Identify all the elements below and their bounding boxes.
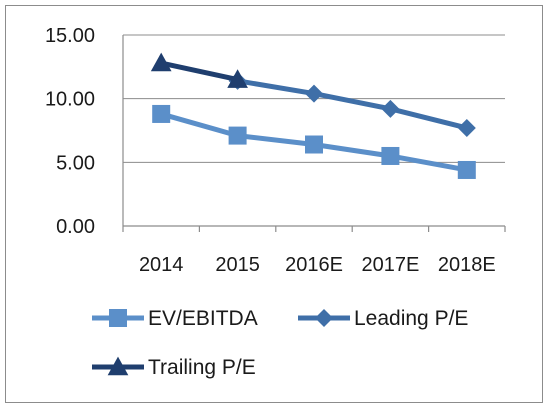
chart-frame bbox=[5, 5, 543, 403]
data-point-ev-ebitda bbox=[228, 126, 247, 145]
x-tick-label: 2017E bbox=[361, 254, 419, 276]
legend-label-leading-p-e: Leading P/E bbox=[354, 307, 468, 330]
x-tick-label: 2016E bbox=[285, 254, 343, 276]
data-point-ev-ebitda bbox=[152, 104, 171, 123]
data-point-ev-ebitda bbox=[381, 146, 400, 165]
data-point-ev-ebitda bbox=[457, 160, 476, 179]
legend-marker-ev-ebitda bbox=[109, 309, 127, 327]
x-tick-label: 2018E bbox=[438, 254, 496, 276]
data-point-ev-ebitda bbox=[305, 135, 323, 154]
data-point-trailing-p-e bbox=[150, 52, 172, 72]
series-line-trailing-p-e bbox=[160, 60, 239, 83]
series-line-leading-p-e bbox=[237, 78, 468, 131]
data-point-trailing-p-e bbox=[227, 69, 248, 88]
y-tick-label: 5.00 bbox=[56, 152, 95, 174]
y-tick-label: 0.00 bbox=[56, 216, 95, 238]
legend-label-ev-ebitda: EV/EBITDA bbox=[148, 307, 258, 330]
legend-marker-leading-p-e bbox=[315, 309, 333, 327]
legend-label-trailing-p-e: Trailing P/E bbox=[148, 356, 256, 379]
x-tick-label: 2014 bbox=[139, 254, 184, 276]
y-tick-label: 15.00 bbox=[45, 25, 95, 47]
data-point-leading-p-e bbox=[305, 84, 323, 103]
legend-marker-trailing-p-e bbox=[107, 356, 129, 376]
data-point-leading-p-e bbox=[457, 118, 476, 137]
data-point-leading-p-e bbox=[381, 99, 400, 118]
y-tick-label: 10.00 bbox=[45, 89, 95, 111]
x-tick-label: 2015 bbox=[215, 254, 260, 276]
